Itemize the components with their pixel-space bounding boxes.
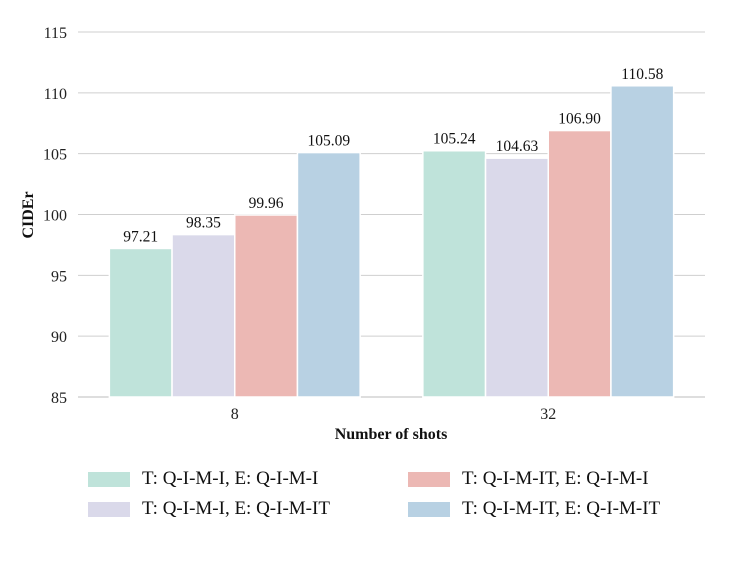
data-label: 104.63 <box>496 138 539 155</box>
x-tick-labels: 8 32 <box>231 406 557 423</box>
bar <box>108 247 173 398</box>
data-labels: 97.21 98.35 99.96 105.09 105.24 104.63 106.90 1… <box>123 66 663 246</box>
bar <box>171 233 236 398</box>
bar <box>610 85 675 398</box>
bar <box>484 157 549 398</box>
legend-label: T: Q-I-M-IT, E: Q-I-M-I <box>462 468 649 489</box>
legend-label: T: Q-I-M-I, E: Q-I-M-I <box>142 468 319 489</box>
data-label: 105.09 <box>307 133 350 150</box>
data-label: 110.58 <box>621 66 663 83</box>
legend-swatch <box>408 471 450 487</box>
legend-item: T: Q-I-M-I, E: Q-I-M-I <box>88 468 318 490</box>
bar <box>547 129 612 398</box>
legend-item: T: Q-I-M-I, E: Q-I-M-IT <box>88 498 330 520</box>
x-tick-label: 8 <box>231 406 239 423</box>
y-tick-label: 85 <box>51 390 67 407</box>
legend-swatch <box>88 471 130 487</box>
bar <box>296 151 361 398</box>
legend: T: Q-I-M-I, E: Q-I-M-I T: Q-I-M-I, E: Q-… <box>88 468 728 528</box>
y-axis-title: CIDEr <box>20 191 37 238</box>
x-axis-title: Number of shots <box>335 426 448 443</box>
y-tick-label: 115 <box>44 25 67 42</box>
data-label: 97.21 <box>123 228 158 245</box>
legend-label: T: Q-I-M-I, E: Q-I-M-IT <box>142 498 330 519</box>
data-label: 106.90 <box>558 111 601 128</box>
y-tick-labels: 85 90 95 100 105 110 115 <box>43 25 67 407</box>
y-tick-label: 90 <box>51 329 67 346</box>
bar <box>422 149 487 398</box>
legend-label: T: Q-I-M-IT, E: Q-I-M-IT <box>462 498 661 519</box>
data-label: 99.96 <box>249 195 284 212</box>
y-tick-label: 100 <box>43 208 67 225</box>
legend-swatch <box>408 501 450 517</box>
y-tick-label: 95 <box>51 268 67 285</box>
data-label: 98.35 <box>186 215 221 232</box>
bar <box>234 214 299 398</box>
legend-swatch <box>88 501 130 517</box>
legend-item: T: Q-I-M-IT, E: Q-I-M-I <box>408 468 649 490</box>
y-tick-label: 110 <box>44 86 67 103</box>
x-tick-label: 32 <box>540 406 556 423</box>
y-tick-label: 105 <box>43 147 67 164</box>
bars <box>108 85 675 398</box>
legend-item: T: Q-I-M-IT, E: Q-I-M-IT <box>408 498 660 520</box>
data-label: 105.24 <box>433 131 476 148</box>
